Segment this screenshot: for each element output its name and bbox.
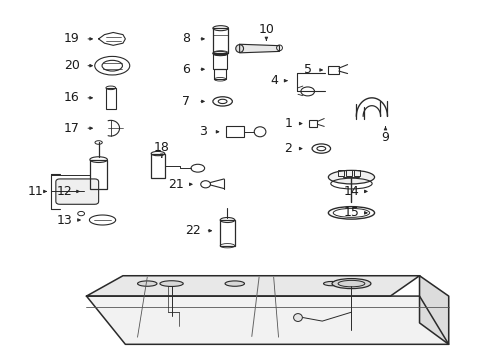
Text: 5: 5	[303, 63, 311, 76]
Text: 6: 6	[182, 63, 190, 76]
Text: 16: 16	[64, 91, 80, 104]
Text: 13: 13	[57, 213, 72, 226]
Text: 9: 9	[381, 131, 388, 144]
Text: 12: 12	[57, 185, 72, 198]
Text: 14: 14	[343, 185, 359, 198]
Text: 15: 15	[343, 206, 359, 219]
Text: 3: 3	[199, 125, 207, 138]
Bar	[346, 170, 351, 176]
Bar	[308, 120, 317, 127]
Text: 22: 22	[185, 224, 201, 237]
Text: 7: 7	[182, 95, 190, 108]
Text: 18: 18	[154, 141, 169, 154]
Text: 11: 11	[27, 185, 43, 198]
Text: 8: 8	[182, 32, 190, 45]
Bar	[225, 126, 244, 138]
Text: 2: 2	[284, 142, 292, 155]
Bar	[212, 28, 228, 53]
Ellipse shape	[293, 314, 302, 321]
Bar	[214, 68, 225, 79]
Polygon shape	[86, 276, 419, 296]
Polygon shape	[86, 296, 448, 344]
Text: 1: 1	[284, 117, 292, 130]
Bar	[354, 170, 360, 176]
Ellipse shape	[331, 279, 370, 289]
Ellipse shape	[137, 281, 157, 286]
Text: 17: 17	[64, 122, 80, 135]
Text: 10: 10	[258, 23, 274, 36]
Ellipse shape	[323, 282, 340, 286]
Ellipse shape	[235, 45, 243, 53]
Text: 20: 20	[64, 59, 80, 72]
Bar	[151, 154, 164, 178]
Bar	[337, 170, 343, 176]
Polygon shape	[239, 44, 279, 53]
Bar	[212, 54, 227, 68]
Bar	[220, 220, 234, 246]
Ellipse shape	[328, 170, 374, 184]
Text: 4: 4	[270, 74, 278, 87]
Bar	[327, 66, 338, 73]
Polygon shape	[419, 276, 448, 344]
Text: 19: 19	[64, 32, 80, 45]
Bar	[90, 159, 107, 189]
Bar	[106, 88, 116, 109]
Text: 21: 21	[168, 178, 184, 191]
Ellipse shape	[224, 281, 244, 286]
FancyBboxPatch shape	[56, 179, 99, 204]
Ellipse shape	[160, 281, 183, 287]
